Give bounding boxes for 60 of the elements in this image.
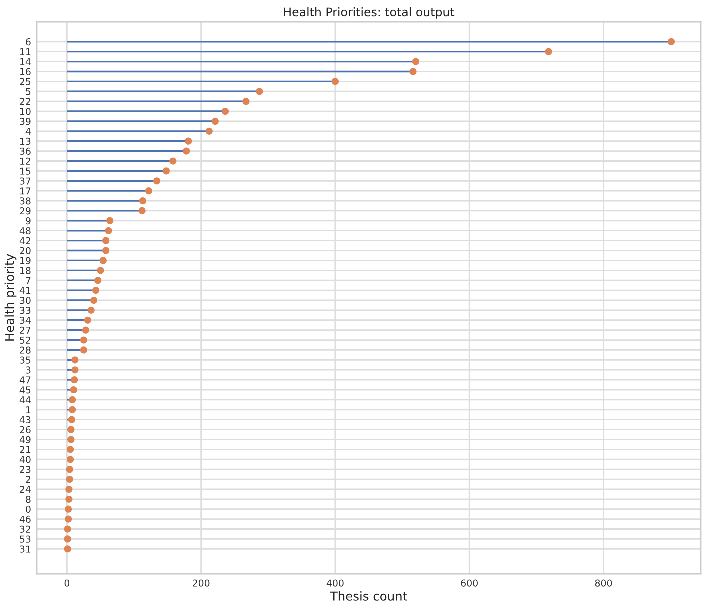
- chart-title: Health Priorities: total output: [284, 7, 455, 19]
- y-tick-label: 35: [20, 356, 31, 364]
- y-tick-label: 46: [20, 516, 31, 524]
- y-tick-label: 10: [20, 108, 31, 116]
- y-tick-label: 22: [20, 98, 30, 106]
- y-tick-label: 8: [26, 496, 31, 504]
- y-tick-label: 48: [20, 227, 31, 235]
- y-tick-label: 21: [20, 446, 31, 454]
- y-tick-label: 9: [26, 218, 31, 225]
- y-tick-label: 26: [20, 426, 31, 434]
- x-tick-label: 0: [64, 580, 70, 587]
- y-tick-label: 11: [20, 48, 31, 56]
- y-tick-label: 38: [20, 198, 31, 205]
- y-tick-label: 43: [20, 416, 31, 424]
- x-axis-title: Thesis count: [330, 591, 408, 601]
- y-tick-label: 52: [20, 336, 30, 344]
- y-tick-label: 28: [20, 346, 31, 354]
- y-tick-label: 36: [20, 148, 31, 156]
- y-tick-label: 1: [26, 406, 31, 414]
- y-tick-label: 37: [20, 178, 31, 185]
- y-tick-label: 17: [20, 188, 31, 195]
- y-tick-label: 2: [26, 476, 30, 484]
- y-tick-label: 39: [20, 118, 31, 126]
- y-tick-label: 44: [20, 396, 31, 404]
- y-tick-label: 42: [20, 237, 30, 244]
- y-tick-label: 27: [20, 326, 31, 334]
- y-tick-label: 31: [20, 546, 31, 553]
- y-tick-label: 23: [20, 466, 31, 474]
- y-tick-label: 5: [26, 88, 31, 96]
- y-tick-label: 33: [20, 307, 31, 314]
- y-tick-label: 4: [26, 128, 31, 135]
- y-tick-label: 18: [20, 267, 31, 274]
- y-tick-label: 40: [20, 456, 31, 464]
- y-tick-label: 53: [20, 536, 31, 543]
- y-tick-label: 45: [20, 386, 31, 394]
- y-tick-label: 0: [26, 506, 31, 514]
- y-axis-title: Health priority: [4, 254, 17, 341]
- y-tick-label: 32: [20, 526, 30, 533]
- y-tick-label: 16: [20, 68, 31, 76]
- y-tick-label: 25: [20, 78, 31, 86]
- x-tick-label: 400: [326, 580, 344, 587]
- y-tick-label: 41: [20, 287, 31, 294]
- y-tick-label: 47: [20, 376, 31, 384]
- y-tick-label: 14: [20, 58, 31, 66]
- y-tick-label: 7: [26, 277, 31, 284]
- y-tick-label: 49: [20, 436, 31, 444]
- y-tick-label: 29: [20, 208, 31, 215]
- y-tick-label: 19: [20, 257, 31, 264]
- y-tick-label: 34: [20, 316, 31, 324]
- y-tick-label: 20: [20, 247, 31, 254]
- y-tick-label: 30: [20, 297, 31, 304]
- y-tick-label: 3: [26, 366, 31, 374]
- y-tick-label: 15: [20, 168, 31, 175]
- y-tick-label: 13: [20, 138, 31, 146]
- y-tick-label: 12: [20, 158, 30, 165]
- x-tick-label: 200: [193, 580, 210, 587]
- x-tick-label: 600: [461, 580, 478, 587]
- x-tick-label: 800: [595, 580, 612, 587]
- y-tick-label: 6: [26, 38, 31, 46]
- y-tick-label: 24: [20, 486, 31, 494]
